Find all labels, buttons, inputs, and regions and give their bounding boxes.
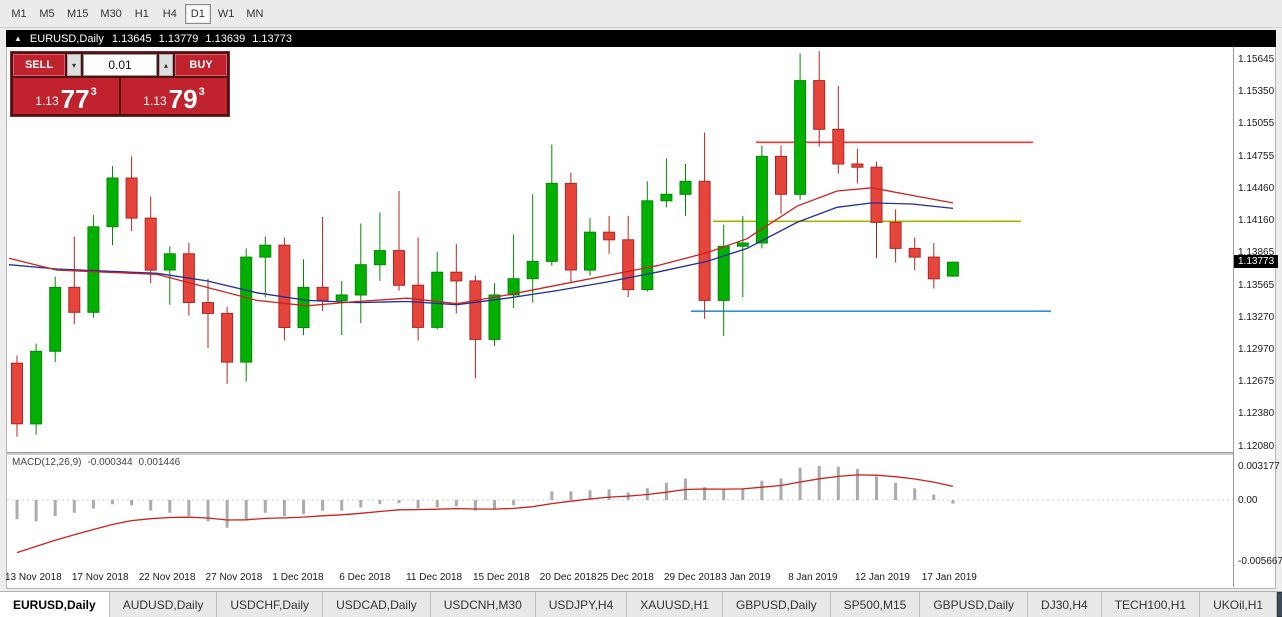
chart-tab-6-xauusd-h1[interactable]: XAUUSD,H1 bbox=[627, 592, 723, 617]
macd-axis-label: -0.005667 bbox=[1238, 555, 1282, 567]
date-axis-label: 27 Nov 2018 bbox=[205, 572, 263, 583]
price-axis-label: 1.12970 bbox=[1238, 344, 1275, 356]
chart-tab-5-usdjpy-h4[interactable]: USDJPY,H4 bbox=[535, 592, 628, 617]
chart-tab-8-sp500-m15[interactable]: SP500,M15 bbox=[830, 592, 921, 617]
ohlc-open: 1.13645 bbox=[111, 32, 152, 45]
timeframe-button-d1[interactable]: D1 bbox=[184, 3, 211, 24]
tab-scroll-arrows: ◀ ▶ bbox=[1277, 592, 1282, 617]
tab-scroll-left-button[interactable]: ◀ bbox=[1277, 592, 1282, 617]
timeframe-button-h1[interactable]: H1 bbox=[129, 4, 155, 24]
ohlc-high: 1.13779 bbox=[158, 32, 199, 45]
volume-increase-button[interactable]: ▴ bbox=[159, 54, 173, 76]
chart-tab-bar: EURUSD,Daily AUDUSD,Daily USDCHF,Daily USDC… bbox=[0, 591, 1282, 617]
date-axis-label: 22 Nov 2018 bbox=[138, 572, 196, 583]
chart-title-bar: ▲ EURUSD,Daily 1.13645 1.13779 1.13639 1… bbox=[6, 30, 1276, 47]
timeframe-button-m30[interactable]: M30 bbox=[95, 4, 126, 24]
chart-tab-3-usdcad-daily[interactable]: USDCAD,Daily bbox=[323, 592, 431, 617]
price-axis-label: 1.13565 bbox=[1238, 279, 1275, 291]
price-axis-label: 1.12675 bbox=[1238, 376, 1275, 388]
chart-tab-0-eurusd-daily[interactable]: EURUSD,Daily bbox=[0, 592, 110, 617]
chart-tab-strip: EURUSD,Daily AUDUSD,Daily USDCHF,Daily USDC… bbox=[0, 592, 1278, 617]
date-axis-label: 25 Dec 2018 bbox=[597, 572, 654, 583]
buy-price-display[interactable]: 1.13 79 3 bbox=[121, 78, 227, 114]
sell-price-big-figure: 1.13 bbox=[35, 94, 59, 108]
price-axis-label: 1.14755 bbox=[1238, 150, 1275, 162]
date-axis-label: 13 Nov 2018 bbox=[5, 572, 62, 583]
price-axis[interactable]: 1.15645 1.15350 1.15055 1.14755 1.14460 1.141… bbox=[1234, 47, 1280, 452]
macd-signal-value: 0.001446 bbox=[138, 457, 181, 468]
date-axis-label: 8 Jan 2019 bbox=[788, 572, 838, 583]
chart-tab-4-usdcnh-m30[interactable]: USDCNH,M30 bbox=[430, 592, 536, 617]
chart-symbol-title: EURUSD,Daily bbox=[29, 32, 104, 45]
chart-tab-7-gbpusd-daily[interactable]: GBPUSD,Daily bbox=[722, 592, 831, 617]
price-axis-label: 1.14460 bbox=[1238, 182, 1275, 194]
date-axis-label: 11 Dec 2018 bbox=[406, 572, 463, 583]
one-click-trading-panel: SELL ▾ ▴ BUY 1.13 77 3 1.13 79 3 bbox=[10, 51, 230, 117]
chart-tab-1-audusd-daily[interactable]: AUDUSD,Daily bbox=[109, 592, 218, 617]
timeframe-toolbar: M1 M5 M15 M30 H1 H4 D1 W1 MN bbox=[0, 0, 1282, 28]
price-axis-label: 1.14160 bbox=[1238, 215, 1275, 227]
sell-price-display[interactable]: 1.13 77 3 bbox=[13, 78, 119, 114]
macd-indicator-plot[interactable] bbox=[7, 455, 1233, 569]
current-price-tag: 1.13773 bbox=[1234, 255, 1279, 269]
timeframe-button-m5[interactable]: M5 bbox=[34, 4, 60, 24]
date-axis-label: 3 Jan 2019 bbox=[721, 572, 771, 583]
chart-tab-9-gbpusd-daily[interactable]: GBPUSD,Daily bbox=[920, 592, 1029, 617]
macd-indicator-label: MACD(12,26,9) -0.000344 0.001446 bbox=[12, 457, 180, 468]
date-axis-label: 6 Dec 2018 bbox=[339, 572, 391, 583]
panel-splitter[interactable] bbox=[7, 452, 1233, 455]
main-chart-plot[interactable] bbox=[7, 47, 1233, 452]
date-axis-label: 12 Jan 2019 bbox=[854, 572, 910, 583]
sell-price-pipette: 3 bbox=[90, 86, 97, 98]
timeframe-button-mn[interactable]: MN bbox=[241, 4, 268, 24]
buy-price-pipette: 3 bbox=[198, 86, 205, 98]
macd-name: MACD(12,26,9) bbox=[12, 457, 82, 468]
chart-window bbox=[6, 30, 1276, 589]
timeframe-button-h4[interactable]: H4 bbox=[157, 4, 183, 24]
sell-button[interactable]: SELL bbox=[13, 54, 65, 76]
sell-price-pips: 77 bbox=[60, 84, 90, 114]
chart-tab-10-dj30-h4[interactable]: DJ30,H4 bbox=[1028, 592, 1102, 617]
price-axis-border bbox=[1233, 47, 1234, 587]
date-axis-label: 29 Dec 2018 bbox=[663, 572, 721, 583]
timeframe-button-m1[interactable]: M1 bbox=[6, 4, 32, 24]
macd-main-value: -0.000344 bbox=[87, 457, 133, 468]
date-axis-label: 17 Nov 2018 bbox=[71, 572, 129, 583]
date-axis[interactable]: 13 Nov 2018 17 Nov 2018 22 Nov 2018 27 Nov … bbox=[5, 571, 1233, 587]
price-axis-label: 1.12080 bbox=[1238, 440, 1275, 452]
volume-decrease-button[interactable]: ▾ bbox=[67, 54, 81, 76]
ohlc-close: 1.13773 bbox=[252, 32, 292, 45]
date-axis-label: 17 Jan 2019 bbox=[921, 572, 977, 583]
price-axis-label: 1.13865 bbox=[1238, 247, 1275, 259]
date-axis-label: 1 Dec 2018 bbox=[272, 572, 324, 583]
macd-axis-label: 0.003177 bbox=[1238, 460, 1280, 472]
price-axis-label: 1.15645 bbox=[1238, 54, 1275, 66]
price-axis-label: 1.12380 bbox=[1238, 408, 1275, 420]
macd-axis-label: 0.00 bbox=[1238, 494, 1258, 506]
price-axis-label: 1.13270 bbox=[1238, 311, 1275, 323]
date-axis-label: 20 Dec 2018 bbox=[539, 572, 597, 583]
buy-price-pips: 79 bbox=[168, 84, 198, 114]
ohlc-low: 1.13639 bbox=[205, 32, 246, 45]
chart-tab-2-usdchf-daily[interactable]: USDCHF,Daily bbox=[217, 592, 324, 617]
chart-tab-11-tech100-h1[interactable]: TECH100,H1 bbox=[1101, 592, 1201, 617]
price-axis-label: 1.15055 bbox=[1238, 118, 1275, 130]
chart-ohlc: 1.13645 1.13779 1.13639 1.13773 bbox=[112, 33, 292, 45]
chart-tab-12-ukoil-h1[interactable]: UKOil,H1 bbox=[1200, 592, 1278, 617]
volume-input[interactable] bbox=[83, 54, 157, 76]
date-axis-label: 15 Dec 2018 bbox=[472, 572, 530, 583]
buy-price-big-figure: 1.13 bbox=[143, 94, 167, 108]
buy-button[interactable]: BUY bbox=[175, 54, 227, 76]
macd-axis[interactable]: 0.003177 0.00 -0.005667 bbox=[1234, 455, 1282, 569]
timeframe-button-m15[interactable]: M15 bbox=[62, 4, 93, 24]
oneclick-collapse-icon[interactable]: ▲ bbox=[14, 34, 22, 43]
price-axis-label: 1.15350 bbox=[1238, 86, 1275, 98]
timeframe-button-w1[interactable]: W1 bbox=[213, 4, 240, 24]
